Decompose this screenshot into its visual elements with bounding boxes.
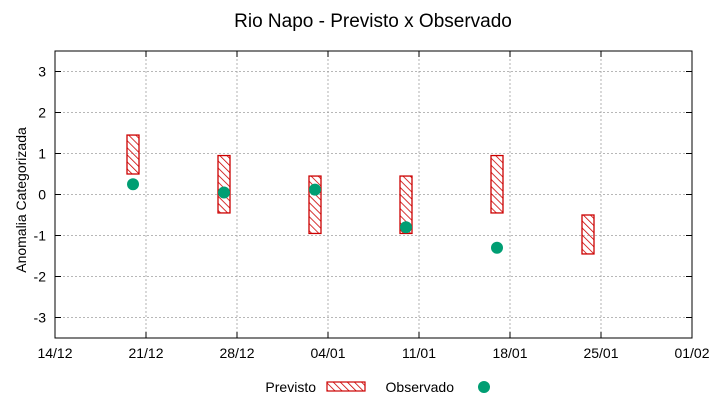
legend-previsto-swatch — [326, 381, 366, 392]
x-tick-label: 01/02 — [674, 345, 709, 361]
observado-series — [127, 178, 503, 254]
previsto-bar — [126, 134, 140, 175]
y-tick-label: 1 — [38, 146, 46, 162]
grid-lines — [55, 51, 692, 338]
previsto-series — [126, 134, 595, 255]
x-tick-label: 25/01 — [583, 345, 618, 361]
y-tick-label: -2 — [34, 269, 47, 285]
x-tick-label: 14/12 — [37, 345, 72, 361]
x-axis: 14/12 21/12 28/12 04/01 11/01 18/01 25/01 01/02 — [37, 51, 710, 361]
y-tick-label: 2 — [38, 105, 46, 121]
y-axis: -3 -2 -1 0 1 2 3 — [34, 64, 692, 326]
legend-observado-label: Observado — [386, 379, 455, 395]
y-tick-label: -3 — [34, 310, 47, 326]
y-axis-label: Anomalia Categorizada — [13, 127, 29, 273]
observado-point — [400, 221, 412, 234]
previsto-bar — [217, 154, 231, 214]
y-tick-label: 3 — [38, 64, 46, 80]
x-tick-label: 04/01 — [310, 345, 345, 361]
x-tick-label: 28/12 — [219, 345, 254, 361]
y-tick-label: -1 — [34, 228, 47, 244]
x-tick-label: 11/01 — [402, 345, 436, 361]
previsto-bar — [581, 214, 595, 255]
x-tick-label: 18/01 — [492, 345, 527, 361]
chart-title: Rio Napo - Previsto x Observado — [234, 11, 512, 32]
observado-point — [218, 186, 230, 199]
observado-point — [127, 178, 139, 191]
previsto-bar — [490, 154, 504, 214]
observado-point — [309, 183, 321, 196]
y-tick-label: 0 — [38, 187, 46, 203]
legend: Previsto Observado — [265, 379, 490, 395]
legend-observado-marker — [478, 381, 490, 393]
previsto-bar — [399, 175, 413, 235]
legend-previsto-label: Previsto — [265, 379, 316, 395]
x-tick-label: 21/12 — [128, 345, 163, 361]
observado-point — [491, 241, 503, 254]
